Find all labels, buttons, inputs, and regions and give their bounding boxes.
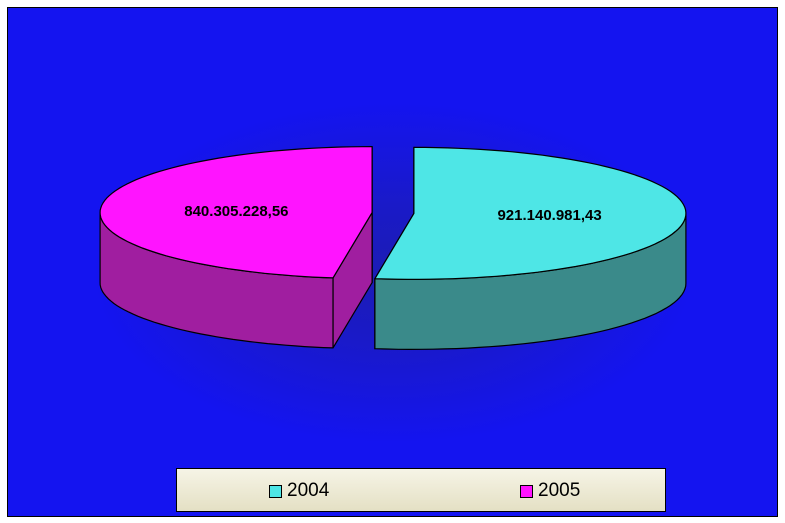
chart-area: 921.140.981,43 840.305.228,56 2004 2005 [7,7,778,517]
legend-label-2004: 2004 [287,480,330,501]
pie-slice-2004 [374,146,687,280]
pie-chart: 921.140.981,43 840.305.228,56 [99,146,687,350]
data-label-2005: 840.305.228,56 [184,203,288,220]
pie-slice-2005 [99,146,373,279]
legend-label-2005: 2005 [538,480,581,501]
legend-item-2004: 2004 [269,479,329,503]
legend-item-2005: 2005 [520,479,580,503]
legend: 2004 2005 [176,468,666,512]
legend-swatch-2005 [520,484,533,498]
data-label-2004: 921.140.981,43 [497,207,601,224]
legend-swatch-2004 [269,484,282,498]
